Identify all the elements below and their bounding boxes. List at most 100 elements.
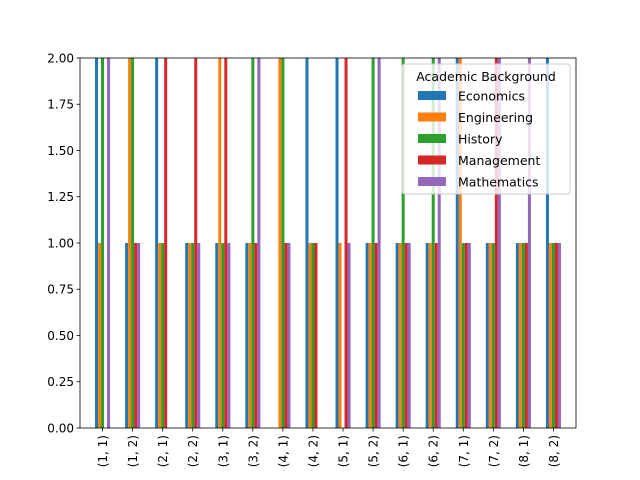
bar-engineering-0 xyxy=(98,243,102,428)
bar-economics-14 xyxy=(515,243,519,428)
bar-history-15 xyxy=(551,243,555,428)
bar-management-2 xyxy=(164,58,168,428)
legend-title: Academic Background xyxy=(416,69,556,84)
legend-swatch-history xyxy=(418,134,446,143)
bar-mathematics-14 xyxy=(527,58,531,428)
x-tick-label-0: (1, 1) xyxy=(96,435,110,467)
bar-engineering-7 xyxy=(308,243,312,428)
bar-management-5 xyxy=(254,243,258,428)
y-axis: 0.00 0.25 0.50 0.75 1.00 1.25 1.50 1.75 2.00 xyxy=(47,51,80,435)
bar-engineering-1 xyxy=(128,58,132,428)
legend-items: Economics Engineering History Management Mat… xyxy=(418,89,540,190)
bar-mathematics-0 xyxy=(107,58,111,428)
bar-engineering-13 xyxy=(488,243,492,428)
bar-management-14 xyxy=(524,243,528,428)
bar-mathematics-11 xyxy=(437,58,441,428)
y-tick-label-0: 0.00 xyxy=(47,421,74,435)
bar-economics-0 xyxy=(95,58,99,428)
bar-economics-1 xyxy=(125,243,129,428)
x-tick-label-4: (3, 1) xyxy=(216,435,230,467)
legend-label-management: Management xyxy=(458,153,540,168)
plot-frame xyxy=(79,57,577,429)
legend-swatch-economics xyxy=(418,91,446,100)
bar-management-7 xyxy=(314,243,318,428)
bar-economics-11 xyxy=(425,243,429,428)
x-tick-label-2: (2, 1) xyxy=(156,435,170,467)
bar-management-9 xyxy=(374,243,378,428)
x-axis: (1, 1) (1, 2) (2, 1) (2, 2) (3, 1) (3, 2) (4, … xyxy=(96,428,561,467)
bar-history-2 xyxy=(161,243,165,428)
bar-engineering-11 xyxy=(428,243,432,428)
bar-engineering-8 xyxy=(338,243,342,428)
bar-economics-2 xyxy=(155,58,159,428)
legend: Academic Background Economics Engineering… xyxy=(401,63,571,195)
y-tick-label-6: 1.50 xyxy=(47,144,74,158)
y-tick-label-1: 0.25 xyxy=(47,375,74,389)
x-tick-label-7: (4, 2) xyxy=(306,435,320,467)
bar-engineering-14 xyxy=(518,243,522,428)
legend-swatch-engineering xyxy=(418,112,446,122)
legend-label-economics: Economics xyxy=(458,89,525,104)
bar-history-11 xyxy=(431,58,435,428)
bar-management-13 xyxy=(494,58,498,428)
x-tick-label-10: (6, 1) xyxy=(397,435,411,467)
bar-history-14 xyxy=(521,243,525,428)
bar-history-6 xyxy=(281,58,285,428)
legend-label-history: History xyxy=(458,132,503,147)
bar-mathematics-5 xyxy=(257,58,261,428)
bar-engineering-12 xyxy=(458,58,462,428)
x-tick-label-12: (7, 1) xyxy=(457,435,471,467)
legend-label-engineering: Engineering xyxy=(458,110,533,125)
bar-history-0 xyxy=(101,58,105,428)
bar-economics-7 xyxy=(305,58,309,428)
y-tick-label-4: 1.00 xyxy=(47,236,74,250)
bar-economics-5 xyxy=(245,243,249,428)
bar-economics-3 xyxy=(185,243,189,428)
bar-history-10 xyxy=(401,58,405,428)
bar-economics-4 xyxy=(215,243,219,428)
bar-history-13 xyxy=(491,243,495,428)
bar-economics-13 xyxy=(485,243,489,428)
x-tick-label-6: (4, 1) xyxy=(276,435,290,467)
bar-economics-9 xyxy=(365,243,369,428)
bar-management-12 xyxy=(464,243,468,428)
x-tick-label-3: (2, 2) xyxy=(186,435,200,467)
x-tick-label-13: (7, 2) xyxy=(487,435,501,467)
bar-management-8 xyxy=(344,58,348,428)
bars-layer xyxy=(95,58,561,428)
bar-mathematics-3 xyxy=(197,243,201,428)
y-tick-label-7: 1.75 xyxy=(47,98,74,112)
bar-engineering-2 xyxy=(158,243,162,428)
legend-swatch-mathematics xyxy=(418,177,446,186)
x-tick-label-11: (6, 2) xyxy=(427,435,441,467)
bar-mathematics-8 xyxy=(347,243,351,428)
y-tick-label-8: 2.00 xyxy=(47,51,74,65)
bar-engineering-9 xyxy=(368,243,372,428)
bar-engineering-6 xyxy=(278,58,282,428)
bar-mathematics-15 xyxy=(557,243,561,428)
bar-management-15 xyxy=(554,243,558,428)
bar-management-10 xyxy=(404,243,408,428)
bar-engineering-4 xyxy=(218,58,222,428)
legend-swatch-management xyxy=(418,155,446,165)
bar-mathematics-10 xyxy=(407,243,411,428)
bar-economics-15 xyxy=(545,58,549,428)
bar-engineering-15 xyxy=(548,243,552,428)
bar-mathematics-1 xyxy=(137,243,141,428)
bar-engineering-10 xyxy=(398,243,402,428)
y-tick-label-2: 0.50 xyxy=(47,329,74,343)
bar-management-1 xyxy=(134,243,138,428)
bar-mathematics-12 xyxy=(467,243,471,428)
x-tick-label-5: (3, 2) xyxy=(246,435,260,467)
bar-mathematics-9 xyxy=(377,58,381,428)
x-tick-label-1: (1, 2) xyxy=(126,435,140,467)
bar-management-6 xyxy=(284,243,288,428)
bar-management-3 xyxy=(194,58,198,428)
bar-history-4 xyxy=(221,243,225,428)
x-tick-label-9: (5, 2) xyxy=(367,435,381,467)
bar-economics-12 xyxy=(455,58,459,428)
bar-management-4 xyxy=(224,58,228,428)
x-tick-label-14: (8, 1) xyxy=(517,435,531,467)
bar-mathematics-13 xyxy=(497,58,501,428)
